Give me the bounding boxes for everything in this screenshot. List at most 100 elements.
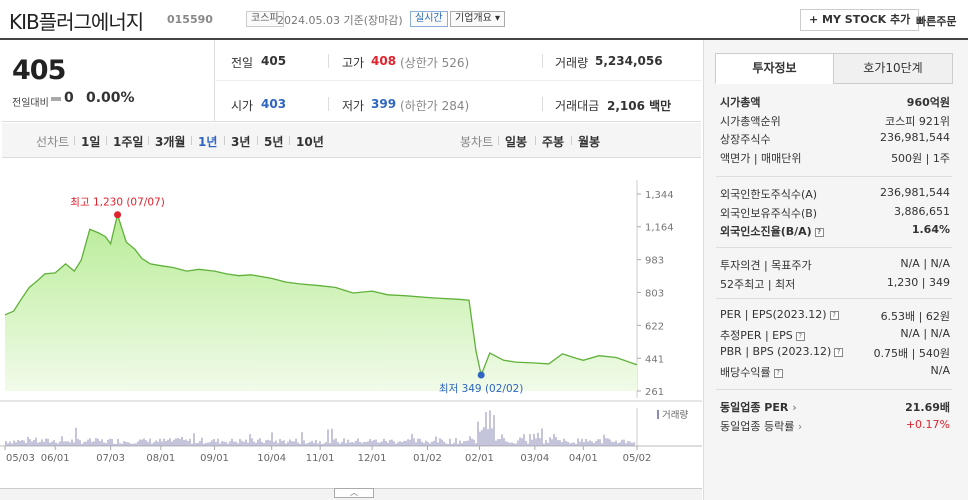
y-tick-label: 261: [645, 387, 664, 398]
x-tick-label: 03/04: [520, 453, 549, 464]
low-label: 저가: [342, 99, 365, 113]
x-axis: 05/03 06/01 07/03 08/01 09/01 10/04 11/01 12/01…: [4, 446, 652, 464]
info-row-label: 52주최고 | 최저: [720, 277, 796, 291]
help-icon[interactable]: ?: [795, 331, 805, 341]
y-tick-label: 622: [645, 321, 664, 332]
price-chart[interactable]: 1,344 1,164 983 803 622 441 261 최고 1,230 (07/0…: [0, 158, 702, 470]
info-row-value: 3,886,651: [894, 204, 950, 218]
divider: [535, 136, 536, 145]
tab-10year[interactable]: 10년: [296, 135, 324, 149]
x-tick-label: 02/01: [465, 453, 494, 464]
low-value: 399: [371, 97, 397, 111]
help-icon[interactable]: ?: [834, 348, 844, 357]
x-tick-label: 08/01: [146, 453, 175, 464]
divider: [542, 97, 543, 111]
tab-1day[interactable]: 1일: [81, 135, 101, 149]
info-row-label: 외국인한도주식수(A): [720, 188, 818, 201]
tab-1year[interactable]: 1년: [198, 135, 218, 149]
divider: [542, 54, 543, 68]
divider: [214, 40, 215, 122]
x-tick-label: 09/01: [200, 453, 229, 464]
info-row: 동일업종 PER › 21.69배: [716, 397, 952, 415]
divider: [257, 136, 258, 145]
divider: [74, 136, 75, 145]
arrow-right-icon[interactable]: ›: [788, 401, 797, 414]
y-tick-label: 803: [645, 288, 664, 299]
diff-value: 0: [64, 90, 74, 106]
stock-name: KIB플러그에너지: [9, 10, 144, 34]
info-row-value: N/A | N/A: [900, 257, 950, 270]
price-area: [4, 212, 638, 391]
info-row-value: N/A: [930, 363, 950, 377]
volume-bars: 거래량: [5, 409, 688, 446]
collapse-chevron-icon[interactable]: ︿: [334, 488, 374, 498]
tab-1week[interactable]: 1주일: [113, 135, 144, 149]
help-icon[interactable]: ?: [773, 368, 783, 378]
info-row-value: +0.17%: [905, 417, 950, 431]
divider: [214, 80, 701, 81]
help-icon[interactable]: ?: [814, 228, 824, 237]
arrow-right-icon[interactable]: ›: [794, 419, 803, 433]
divider: [191, 136, 192, 145]
diff-label: 전일대비: [12, 98, 49, 109]
open-label: 시가: [231, 99, 254, 113]
divider: [224, 136, 225, 145]
quote-date: 2024.05.03 기준(장마감): [277, 14, 403, 27]
info-row: PBR | BPS (2023.12)? 0.75배 | 540원: [716, 343, 952, 361]
unchanged-icon: [51, 97, 61, 101]
tab-invest-info[interactable]: 투자정보: [715, 53, 834, 84]
x-tick-label: 10/04: [257, 453, 286, 464]
info-row: 배당수익률? N/A: [716, 362, 952, 380]
company-overview-dropdown[interactable]: 기업개요 ▾: [450, 11, 506, 27]
info-row-value: 6.53배 | 62원: [880, 310, 950, 323]
divider: [716, 176, 952, 177]
amount-value: 2,106 백만: [607, 99, 672, 113]
tab-5year[interactable]: 5년: [264, 135, 284, 149]
info-row-label: 동일업종 PER ›: [720, 401, 797, 414]
divider: [716, 298, 952, 299]
tab-3month[interactable]: 3개월: [155, 135, 186, 149]
tab-monthly[interactable]: 월봉: [578, 135, 601, 149]
candle-chart-label: 봉차트: [460, 135, 494, 149]
prev-close-label: 전일: [231, 56, 254, 70]
price-chart-svg: 1,344 1,164 983 803 622 441 261 최고 1,230 (07/0…: [0, 180, 702, 464]
market-tag: 코스피: [246, 11, 284, 27]
info-row-label: 동일업종 등락률 ›: [720, 419, 803, 433]
info-row-label: 시가총액: [720, 96, 761, 109]
help-icon[interactable]: ?: [829, 311, 839, 320]
stock-code: 015590: [167, 13, 213, 26]
info-row: 외국인보유주식수(B) 3,886,651: [716, 203, 952, 221]
line-chart-label: 선차트: [36, 135, 70, 149]
header-divider: [0, 38, 968, 40]
x-tick-label: 05/02: [623, 453, 652, 464]
info-row-label: 배당수익률?: [720, 364, 783, 380]
divider: [571, 136, 572, 145]
stock-header: KIB플러그에너지 015590 코스피 2024.05.03 기준(장마감) …: [0, 0, 968, 38]
tab-3year[interactable]: 3년: [231, 135, 251, 149]
info-row-label: 액면가 | 매매단위: [720, 151, 802, 165]
info-row-value: N/A | N/A: [900, 326, 950, 340]
volume-label: 거래량: [555, 56, 589, 70]
y-tick-label: 983: [645, 256, 664, 267]
realtime-tag[interactable]: 실시간: [410, 11, 448, 27]
quick-order-button[interactable]: 빠른주문: [916, 15, 957, 28]
info-row-value: 코스피 921위: [885, 114, 950, 128]
info-row-label: 상장주식수: [720, 133, 771, 146]
y-axis: 1,344 1,164 983 803 622 441 261: [637, 190, 674, 398]
info-row-value: 960억원: [906, 96, 950, 109]
info-row-value: 500원 | 1주: [891, 151, 950, 165]
volume-label: 거래량: [662, 409, 688, 421]
info-row: 액면가 | 매매단위 500원 | 1주: [716, 148, 952, 166]
tab-orderbook-10[interactable]: 호가10단계: [833, 53, 953, 84]
info-row-value: 236,981,544: [880, 186, 950, 199]
tab-daily[interactable]: 일봉: [505, 135, 528, 149]
x-tick-label: 06/01: [41, 453, 70, 464]
chevron-down-icon: ▾: [495, 13, 501, 24]
info-row-label: PBR | BPS (2023.12)?: [720, 345, 844, 358]
tab-weekly[interactable]: 주봉: [542, 135, 565, 149]
info-row: 52주최고 | 최저 1,230 | 349: [716, 274, 952, 292]
divider: [716, 247, 952, 248]
my-stock-add-button[interactable]: + MY STOCK 추가: [800, 9, 920, 31]
info-row: 동일업종 등락률 › +0.17%: [716, 416, 952, 434]
info-row-label: 외국인소진율(B/A)?: [720, 223, 824, 239]
